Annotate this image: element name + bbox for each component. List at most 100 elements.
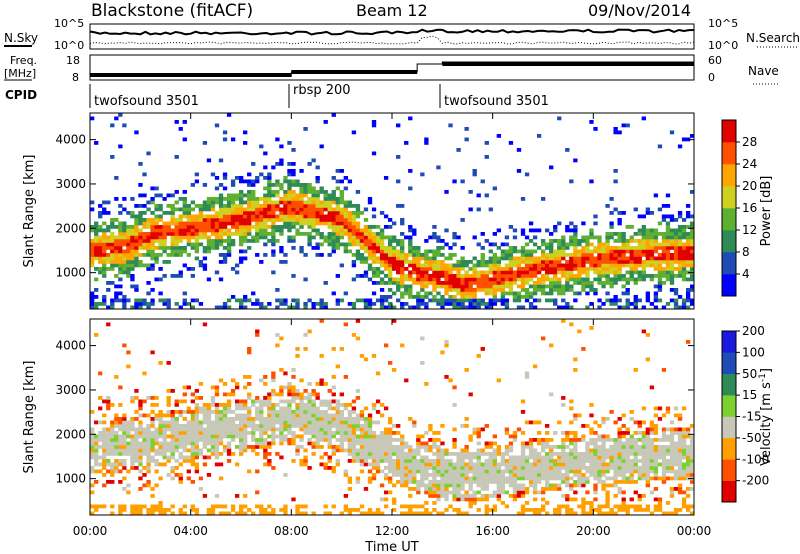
power-cell [194,235,200,240]
velocity-cell [549,438,554,442]
power-cell [247,211,252,215]
power-cell [267,302,272,306]
velocity-cell [154,462,159,467]
power-cell [416,298,421,303]
velocity-cell [371,466,377,470]
velocity-cell [593,508,598,512]
velocity-cell [174,417,179,421]
velocity-cell [440,350,445,355]
velocity-cell [186,431,191,435]
power-cell [94,235,99,240]
power-cell [94,256,99,261]
power-cell [154,235,159,240]
velocity-cell [416,438,421,442]
velocity-cell [319,403,324,407]
power-cell [339,228,344,233]
power-cell [456,277,461,282]
power-cell [605,232,610,236]
power-cell [118,284,123,289]
velocity-cell [404,459,409,463]
power-cell [210,204,216,208]
noise-search-line [89,35,695,45]
velocity-cell [379,445,385,449]
power-cell [476,302,481,306]
power-cell [524,295,530,299]
power-cell [339,193,344,198]
power-cell [323,305,328,310]
velocity-cell [234,413,240,418]
power-cell [331,239,336,243]
velocity-cell [444,462,449,467]
velocity-cell [158,434,163,439]
velocity-cell [102,445,107,449]
velocity-cell [520,511,526,516]
power-cell [90,249,95,254]
velocity-cell [178,473,183,477]
power-cell [114,197,119,201]
velocity-cell [90,431,95,435]
power-cell [545,263,550,268]
velocity-cell [363,441,369,446]
velocity-cell [408,455,413,460]
power-cell [565,253,570,257]
velocity-cell [206,403,212,407]
velocity-cell [561,396,566,400]
power-cell [545,253,550,257]
power-cell [673,302,679,306]
velocity-cell [255,490,260,495]
velocity-cell [545,473,550,477]
velocity-cell [343,427,349,432]
power-cell [118,256,123,261]
power-cell [661,281,667,285]
power-cell [134,284,139,289]
velocity-cell [166,508,171,512]
power-cell [492,260,497,264]
velocity-cell [480,494,485,498]
power-cell [605,291,610,296]
velocity-cell [315,410,320,414]
power-cell [549,249,554,254]
power-cell [182,225,187,229]
velocity-cell [210,431,216,435]
velocity-cell [577,504,582,509]
velocity-cell [444,490,449,495]
power-cell [553,302,558,306]
power-cell [553,281,558,285]
power-cell [375,235,381,240]
power-cell [540,249,546,254]
power-cell [609,267,614,271]
power-cell [114,235,119,240]
velocity-cell [170,452,175,456]
velocity-cell [476,459,481,463]
power-cell [536,263,542,268]
power-cell [194,218,200,222]
velocity-cell [412,469,417,474]
velocity-cell [98,420,103,425]
velocity-cell [259,445,264,449]
power-cell [371,249,377,254]
power-cell [271,183,276,187]
power-cell [210,218,216,222]
velocity-cell [593,445,598,449]
velocity-cell [283,410,288,414]
velocity-cell [234,431,240,435]
power-cell [496,256,502,261]
velocity-cell [520,431,526,435]
power-cell [134,218,139,222]
power-cell [444,298,449,303]
velocity-cell [267,399,272,404]
power-cell [150,221,155,226]
power-cell [146,239,151,243]
velocity-cell [375,469,381,474]
power-cell [118,267,123,271]
power-cell [247,239,252,243]
power-cell [226,305,232,310]
power-cell [238,239,244,243]
power-cell [311,235,316,240]
velocity-cell [118,511,123,516]
velocity-cell [440,466,445,470]
power-cell [363,225,369,229]
power-cell [448,267,453,271]
velocity-cell [633,466,638,470]
